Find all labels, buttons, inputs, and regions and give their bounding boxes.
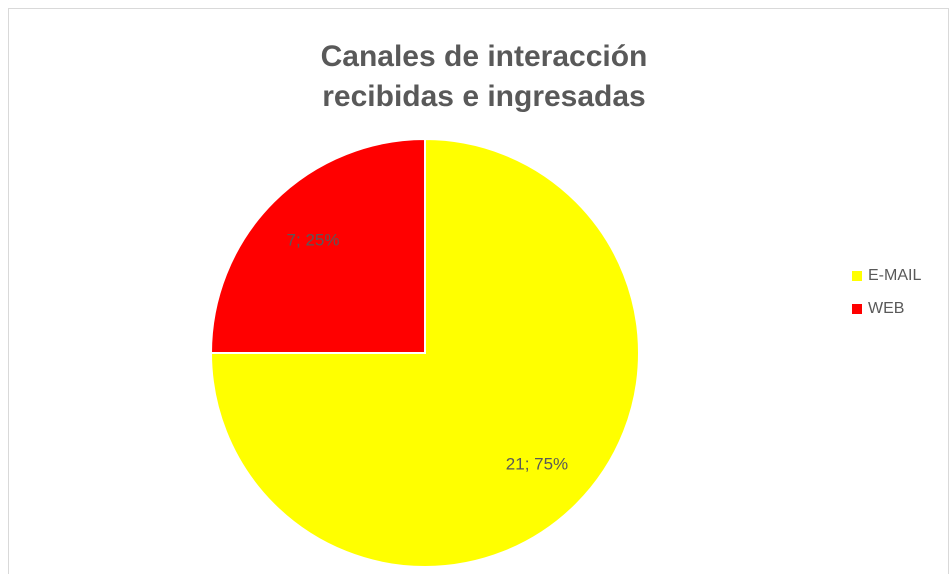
- pie-slice: [209, 137, 640, 568]
- data-label: 21; 75%: [506, 454, 568, 473]
- legend-swatch: [852, 304, 862, 314]
- chart-title: recibidas e ingresadas: [322, 80, 646, 113]
- legend-label: WEB: [868, 300, 904, 317]
- legend-swatch: [852, 271, 862, 281]
- chart-title: Canales de interacción: [321, 40, 648, 73]
- data-label: 7; 25%: [287, 231, 340, 250]
- pie-slice: [209, 137, 426, 354]
- legend-label: E-MAIL: [868, 267, 921, 284]
